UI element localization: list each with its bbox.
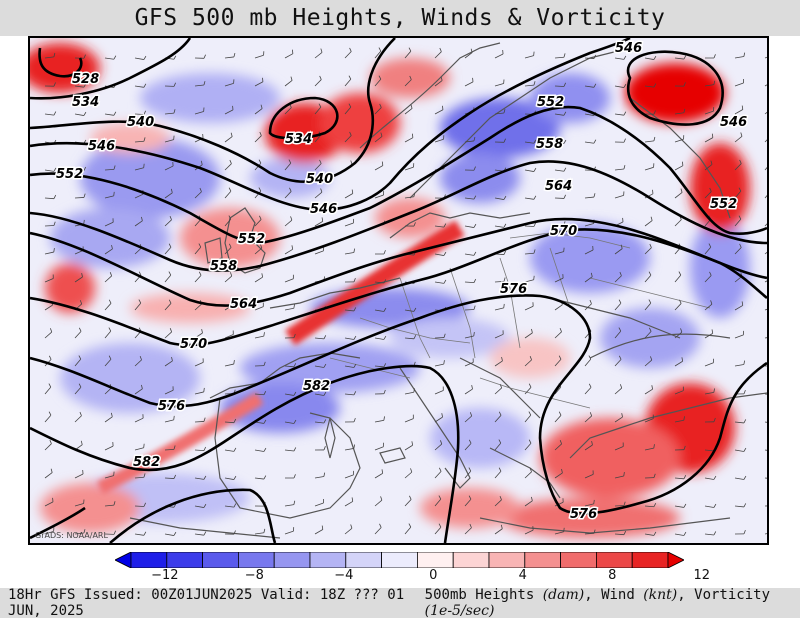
contour-label: 552 <box>56 167 83 182</box>
legend-vorticity: Vorticity <box>694 587 770 603</box>
contour-label: 546 <box>88 139 115 154</box>
colorbar-segment <box>596 552 632 568</box>
wind-barb-flag <box>204 388 205 392</box>
colorbar-tick-label: 8 <box>608 568 616 583</box>
colorbar-segment <box>632 552 668 568</box>
contour-label: 576 <box>158 399 185 414</box>
contour-label: 534 <box>285 132 312 147</box>
colorbar-segment <box>668 552 684 568</box>
bottom-info-bar: 18Hr GFS Issued: 00Z01JUN2025 Valid: 18Z… <box>0 588 800 618</box>
wind-barb <box>465 309 474 310</box>
contour-label: 576 <box>570 507 597 522</box>
wind-barb-flag <box>114 192 115 196</box>
contour-label: 528 <box>72 72 99 87</box>
legend-wind-unit: (knt) <box>643 587 677 603</box>
colorbar-tick-label: 12 <box>694 568 711 583</box>
wind-barb-flag <box>474 332 475 336</box>
map-title: GFS 500 mb Heights, Winds & Vorticity <box>135 5 666 31</box>
contour-label: 576 <box>500 282 527 297</box>
wind-barb-flag <box>174 416 175 420</box>
colorbar-segment <box>203 552 239 568</box>
colorbar-segment <box>238 552 274 568</box>
colorbar-tick-label: −4 <box>334 568 353 583</box>
contour-label: 540 <box>127 115 154 130</box>
wind-barb <box>195 421 204 422</box>
legend-vorticity-unit: (1e-5/sec) <box>425 603 495 619</box>
wind-barb-flag <box>682 162 683 166</box>
colorbar-segment <box>453 552 489 568</box>
colorbar-tick-label: 0 <box>429 568 437 583</box>
forecast-issue-info: 18Hr GFS Issued: 00Z01JUN2025 Valid: 18Z… <box>8 587 425 619</box>
contour-label: 552 <box>537 95 564 110</box>
colorbar-segment <box>274 552 310 568</box>
contour-label: 558 <box>536 137 563 152</box>
contour-label: 552 <box>710 197 737 212</box>
wind-barb-flag <box>712 134 713 138</box>
colorbar-segment <box>167 552 203 568</box>
colorbar-tick-label: −12 <box>151 568 178 583</box>
contour-label: 540 <box>306 172 333 187</box>
colorbar-tick-label: −8 <box>245 568 264 583</box>
contour-label: 582 <box>303 379 330 394</box>
field-legend: 500mb Heights (dam), Wind (knt), Vortici… <box>425 587 792 619</box>
wind-barb <box>165 478 174 479</box>
wind-barb-flag <box>504 304 505 308</box>
wind-barb-flag <box>84 220 85 224</box>
contour-label: 564 <box>230 297 257 312</box>
wind-barb <box>525 226 534 227</box>
vorticity-colorbar <box>115 552 684 568</box>
contour-label: 546 <box>310 202 337 217</box>
wind-barb-flag <box>412 134 413 138</box>
legend-heights: 500mb Heights <box>425 587 535 603</box>
colorbar-tick-labels: −12 −8 −4 0 4 8 12 <box>0 568 800 586</box>
contour-label: 558 <box>210 259 237 274</box>
contour-label: 546 <box>720 115 747 130</box>
wind-barb-flag <box>382 162 383 166</box>
contour-label: 570 <box>550 224 577 239</box>
colorbar-segment <box>346 552 382 568</box>
vorticity-height-map: 5285345345405405465465465465525525525525… <box>30 38 767 543</box>
wind-barb <box>585 58 594 59</box>
contour-label: 534 <box>72 95 99 110</box>
title-bar: GFS 500 mb Heights, Winds & Vorticity <box>0 0 800 36</box>
legend-wind: Wind <box>601 587 635 603</box>
wind-barb <box>75 197 84 198</box>
colorbar-segment <box>561 552 597 568</box>
colorbar-segment <box>489 552 525 568</box>
contour-label: 552 <box>238 232 265 247</box>
wind-barb-flag <box>292 50 293 54</box>
data-credit: GrADS: NOAA/ARL <box>35 531 108 540</box>
colorbar-segment <box>131 552 167 568</box>
contour-label: 564 <box>545 179 572 194</box>
wind-barb-flag <box>594 500 595 504</box>
colorbar-segment <box>417 552 453 568</box>
contour-label: 546 <box>615 41 642 56</box>
legend-heights-unit: (dam) <box>543 587 585 603</box>
colorbar-tick-label: 4 <box>519 568 527 583</box>
colorbar-segment <box>525 552 561 568</box>
colorbar-segment <box>115 552 131 568</box>
contour-label: 570 <box>180 337 207 352</box>
colorbar-segment <box>310 552 346 568</box>
colorbar-segment <box>382 552 418 568</box>
contour-label: 582 <box>133 455 160 470</box>
